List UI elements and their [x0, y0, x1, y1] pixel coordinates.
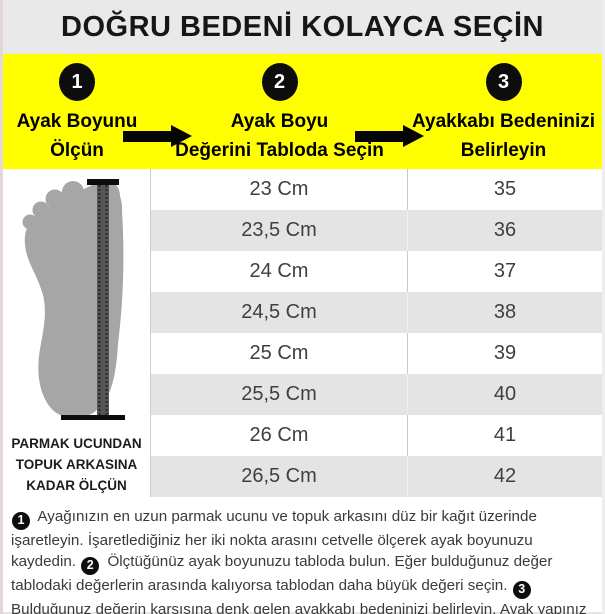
shoe-size-cell: 42	[407, 456, 602, 497]
foot-length-cell: 24,5 Cm	[241, 301, 317, 323]
foot-length-cell: 23,5 Cm	[241, 219, 317, 241]
table-row: 24,5 Cm 38	[151, 292, 602, 333]
measuring-tape-icon	[97, 185, 109, 415]
step-marker-icon: 1	[12, 511, 30, 530]
step-marker-icon: 2	[81, 557, 100, 575]
shoe-size-cell: 39	[407, 333, 602, 374]
step-determine-size: 3 Ayakkabı Bedeninizi Belirleyin	[408, 54, 599, 169]
foot-caption: PARMAK UCUNDAN TOPUK ARKASINA KADAR ÖLÇÜ…	[11, 436, 142, 493]
shoe-size-cell: 37	[407, 251, 602, 292]
step-marker-icon: 3	[512, 580, 531, 599]
foot-length-cell: 23 Cm	[249, 178, 309, 200]
shoe-size-cell: 40	[407, 374, 602, 415]
title-bar: DOĞRU BEDENİ KOLAYCA SEÇİN	[3, 0, 602, 54]
step-measure-foot: 1 Ayak Boyunu Ölçün	[3, 54, 151, 169]
shoe-size-cell: 38	[407, 292, 602, 333]
foot-outline-icon	[22, 179, 125, 420]
step-select-length: 2 Ayak Boyu Değerini Tabloda Seçin	[151, 54, 408, 169]
steps-band: 1 Ayak Boyunu Ölçün 2 Ayak Boyu Değerini…	[3, 54, 602, 169]
table-row: 24 Cm 37	[151, 251, 602, 292]
foot-length-cell: 26,5 Cm	[241, 465, 317, 487]
step-number-badge: 2	[261, 63, 298, 101]
foot-length-cell: 24 Cm	[249, 260, 309, 282]
instructions-text: 1 Ayağınızın en uzun parmak ucunu ve top…	[3, 497, 602, 614]
size-table-rows: 23 Cm 35 23,5 Cm 36 24 Cm 37 24,5 Cm 38 25 Cm 39 2…	[150, 169, 602, 497]
foot-length-cell: 25 Cm	[249, 342, 309, 364]
step-number-badge: 1	[59, 63, 95, 101]
arrow-right-icon	[123, 125, 192, 147]
step-label: Ayak Boyunu Ölçün	[16, 111, 138, 161]
table-row: 23 Cm 35	[151, 169, 602, 210]
table-row: 25,5 Cm 40	[151, 374, 602, 415]
foot-length-cell: 25,5 Cm	[241, 383, 317, 405]
shoe-size-cell: 36	[407, 210, 602, 251]
step-label: Ayakkabı Bedeninizi Belirleyin	[411, 111, 596, 161]
table-row: 23,5 Cm 36	[151, 210, 602, 251]
step-number-badge: 3	[485, 63, 522, 101]
size-table: PARMAK UCUNDAN TOPUK ARKASINA KADAR ÖLÇÜ…	[3, 169, 602, 497]
arrow-right-icon	[355, 125, 424, 147]
foot-length-cell: 26 Cm	[249, 424, 309, 446]
table-row: 26,5 Cm 42	[151, 456, 602, 497]
step-label: Ayak Boyu Değerini Tabloda Seçin	[175, 111, 384, 161]
foot-measure-figure: PARMAK UCUNDAN TOPUK ARKASINA KADAR ÖLÇÜ…	[3, 169, 150, 497]
table-row: 26 Cm 41	[151, 415, 602, 456]
shoe-size-cell: 35	[407, 169, 602, 210]
page-title: DOĞRU BEDENİ KOLAYCA SEÇİN	[61, 10, 544, 43]
table-row: 25 Cm 39	[151, 333, 602, 374]
shoe-size-cell: 41	[407, 415, 602, 456]
